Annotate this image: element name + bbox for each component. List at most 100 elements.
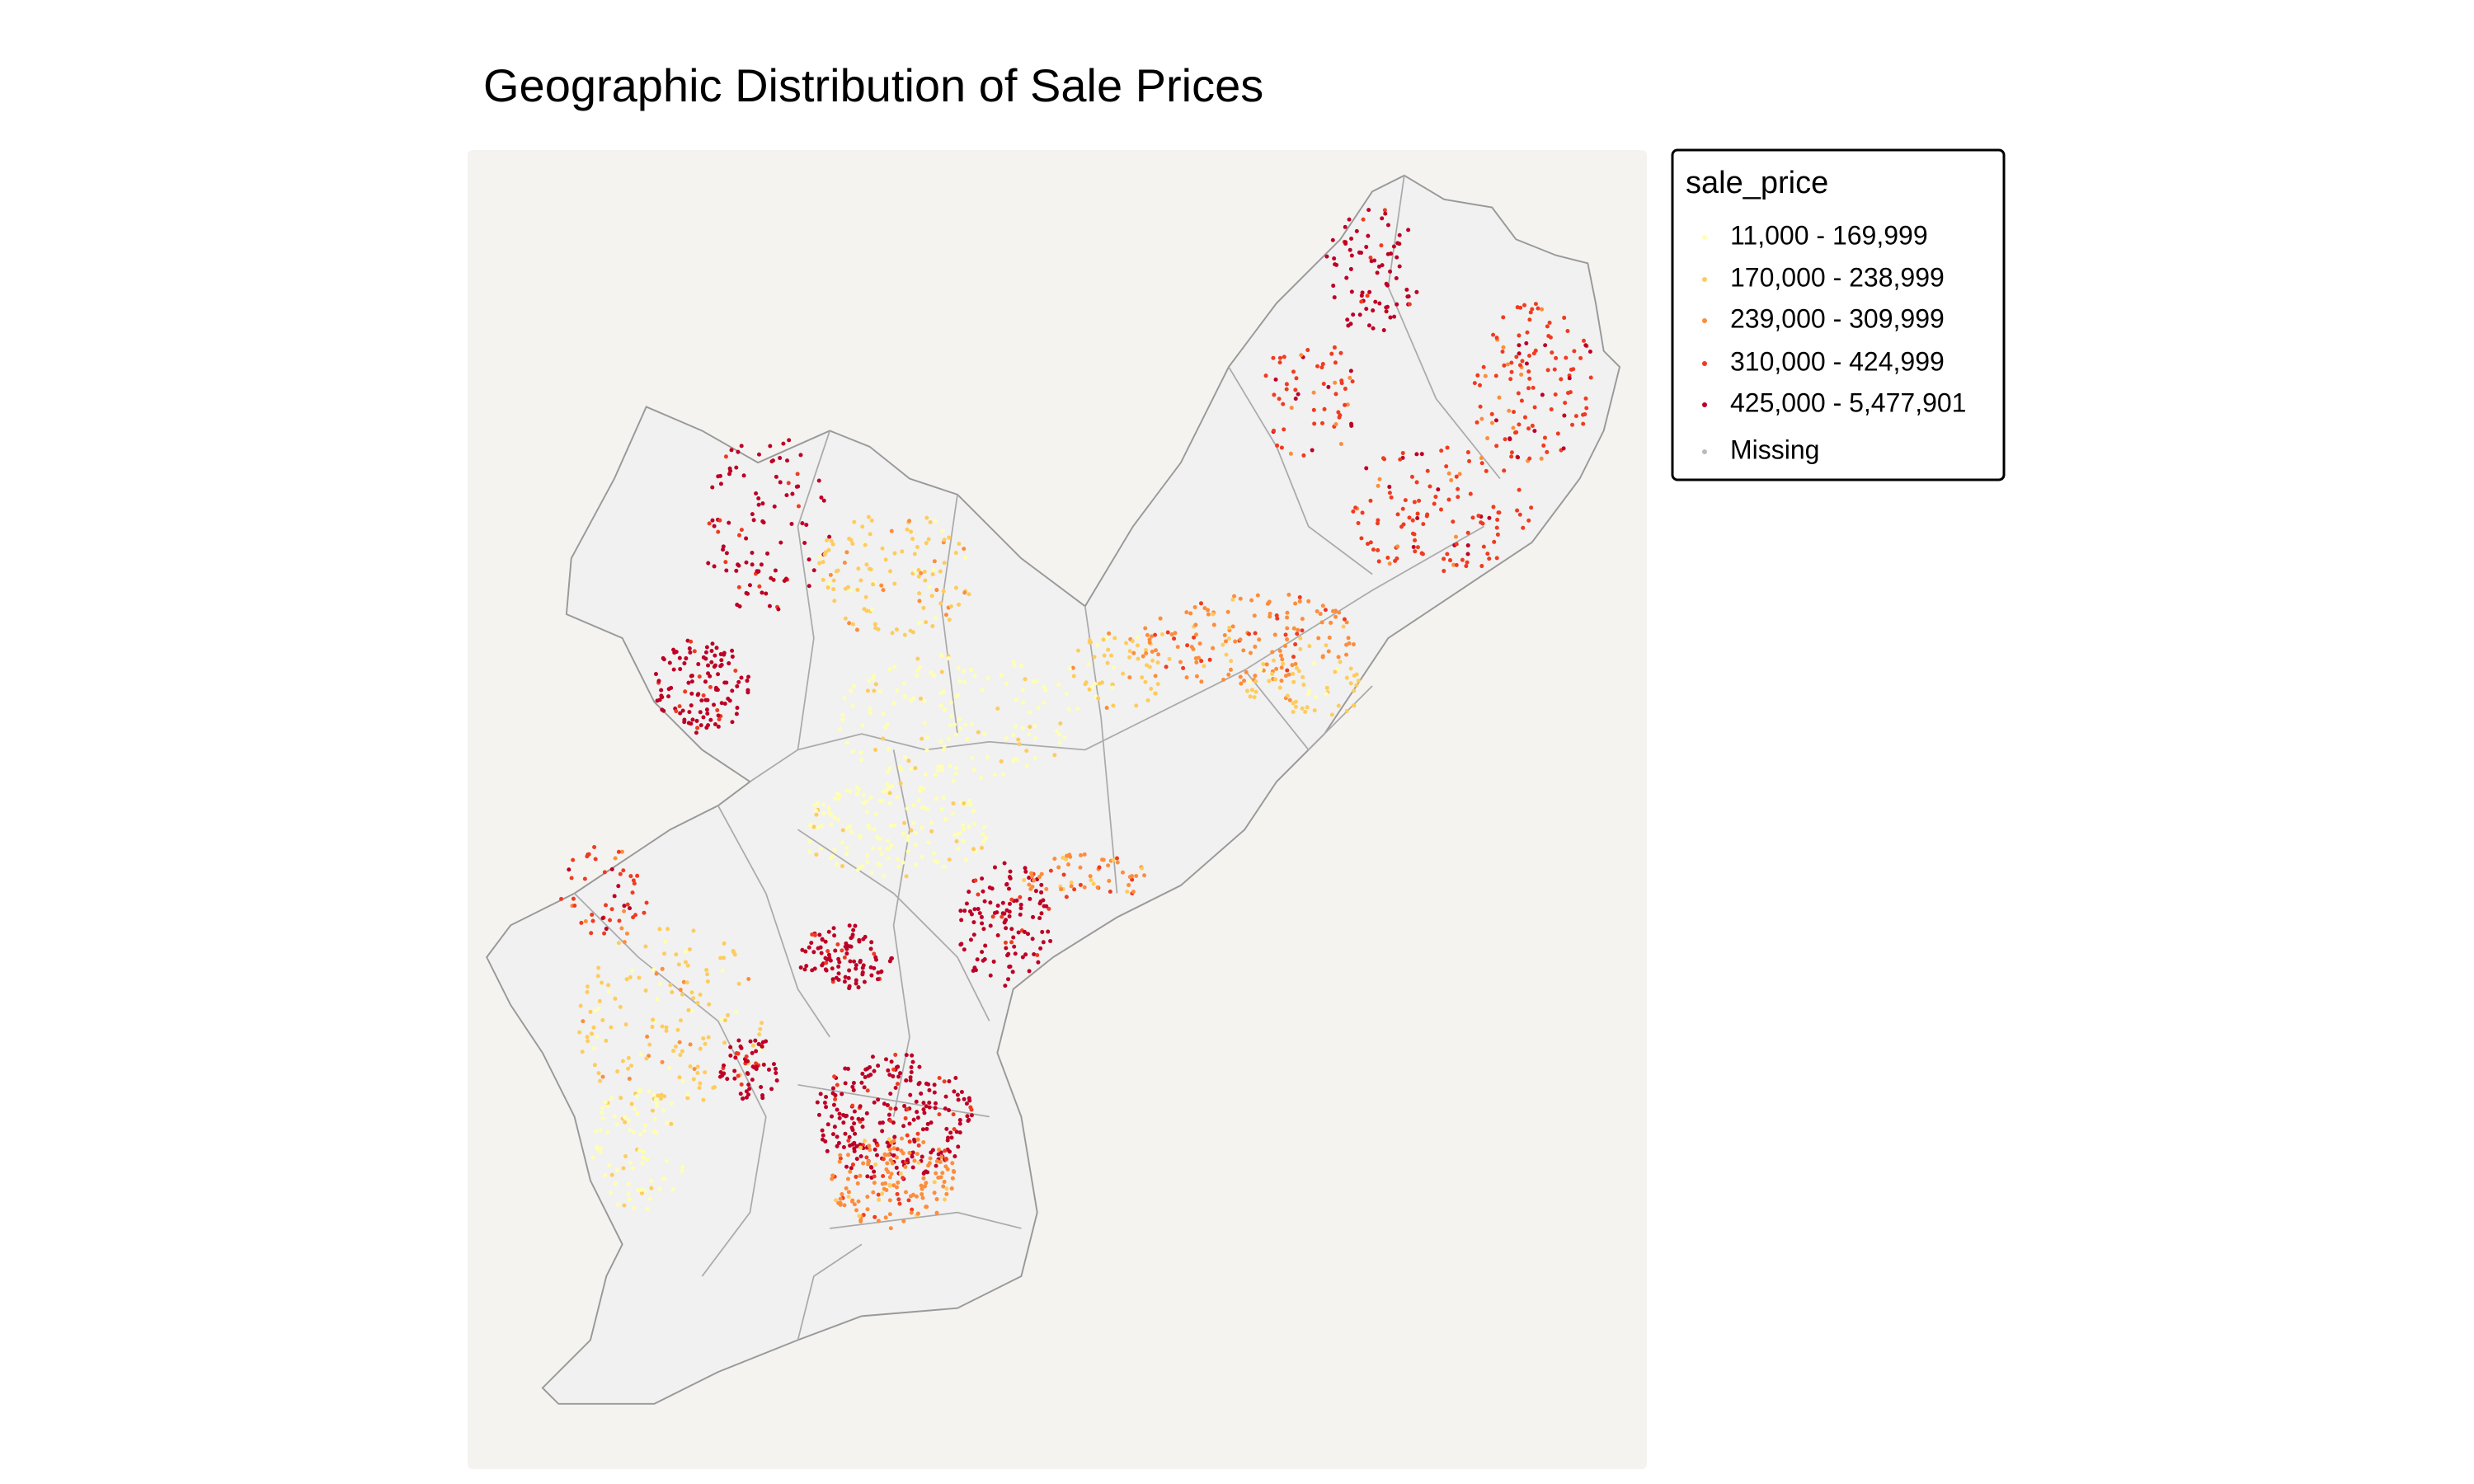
sale-point (1311, 660, 1316, 665)
sale-point (623, 1153, 628, 1159)
sale-point (1438, 507, 1444, 512)
sale-point (836, 964, 841, 969)
sale-point (1531, 385, 1536, 390)
sale-point (598, 1128, 603, 1133)
legend-label: 310,000 - 424,999 (1730, 346, 1945, 376)
sale-point (1404, 287, 1409, 292)
sale-point (938, 569, 943, 574)
sale-point (609, 866, 614, 871)
sale-point (1226, 672, 1231, 677)
sale-point (915, 1110, 920, 1115)
sale-point (1282, 427, 1286, 432)
sale-point (829, 822, 834, 827)
sale-point (840, 717, 845, 722)
sale-point (781, 441, 786, 446)
sale-point (1264, 662, 1269, 667)
sale-point (847, 986, 852, 991)
sale-point (674, 709, 679, 714)
sale-point (1395, 255, 1399, 260)
sale-point (744, 590, 749, 595)
sale-point (703, 679, 708, 684)
sale-point (733, 1055, 738, 1060)
sale-point (1357, 250, 1362, 255)
sale-point (915, 1137, 920, 1142)
sale-point (912, 1158, 917, 1163)
sale-point (1253, 644, 1258, 649)
sale-point (750, 1043, 755, 1048)
sale-point (825, 949, 830, 954)
sale-point (1011, 732, 1016, 737)
sale-point (600, 1110, 604, 1115)
sale-point (854, 1157, 859, 1162)
sale-point (886, 1068, 891, 1073)
sale-point (1314, 695, 1319, 700)
sale-point (1013, 951, 1018, 956)
sale-point (1202, 664, 1206, 669)
sale-point (1064, 895, 1069, 899)
district-line (1244, 669, 1373, 751)
district-line (797, 1083, 990, 1118)
sale-point (851, 1087, 856, 1092)
sale-point (932, 1090, 937, 1095)
sale-point (825, 1148, 830, 1153)
sale-point (893, 1052, 898, 1057)
sale-point (848, 959, 853, 964)
sale-point (918, 789, 923, 794)
sale-point (924, 1205, 929, 1209)
sale-point (1460, 557, 1465, 562)
sale-point (909, 1069, 914, 1075)
sale-point (1247, 632, 1252, 636)
sale-point (934, 1163, 938, 1168)
sale-point (888, 569, 893, 574)
sale-point (1158, 616, 1163, 621)
sale-point (1539, 456, 1544, 461)
sale-point (613, 1181, 618, 1186)
sale-point (1581, 421, 1586, 426)
sale-point (1501, 315, 1506, 320)
sale-point (880, 1191, 885, 1196)
sale-point (736, 563, 741, 568)
sale-point (1111, 703, 1116, 708)
sale-point (750, 550, 755, 555)
sale-point (821, 802, 826, 807)
sale-point (722, 650, 727, 655)
sale-point (588, 1009, 593, 1014)
sale-point (614, 1168, 619, 1173)
sale-point (1445, 552, 1450, 556)
sale-point (920, 854, 924, 859)
sale-point (902, 754, 907, 759)
sale-point (945, 1167, 950, 1172)
sale-point (1398, 457, 1403, 462)
sale-point (922, 569, 927, 575)
sale-point (1088, 874, 1093, 879)
sale-point (915, 656, 920, 661)
sale-point (950, 1161, 955, 1166)
sale-point (1446, 471, 1451, 476)
sale-point (1454, 474, 1459, 479)
sale-point (931, 673, 936, 678)
sale-point (641, 1149, 646, 1154)
sale-point (914, 862, 919, 867)
sale-point (867, 825, 872, 830)
sale-point (875, 1143, 880, 1148)
sale-point (1530, 307, 1535, 312)
sale-point (590, 918, 595, 923)
legend-swatch (1702, 449, 1707, 454)
sale-point (863, 1139, 868, 1144)
sale-point (619, 849, 624, 854)
sale-point (891, 1067, 896, 1072)
sale-point (1226, 636, 1231, 641)
sale-point (849, 944, 854, 949)
sale-point (1005, 953, 1010, 958)
sale-point (905, 527, 910, 532)
sale-point (637, 1089, 642, 1094)
sale-point (1487, 556, 1492, 561)
sale-point (1387, 485, 1392, 490)
sale-point (840, 840, 845, 845)
sale-point (726, 697, 731, 702)
sale-point (1410, 518, 1415, 523)
sale-point (1104, 636, 1109, 641)
sale-point (595, 1144, 600, 1149)
sale-point (1478, 404, 1483, 409)
sale-point (1057, 732, 1062, 737)
